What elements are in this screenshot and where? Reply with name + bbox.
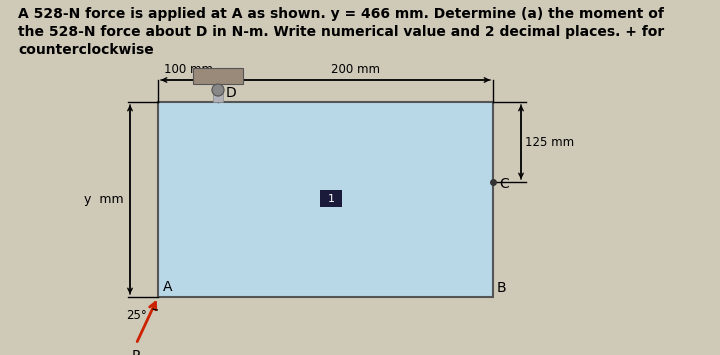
Text: A 528-N force is applied at A as shown. y = 466 mm. Determine (a) the moment of: A 528-N force is applied at A as shown. … bbox=[18, 7, 664, 21]
Text: 1: 1 bbox=[328, 193, 335, 203]
Text: y  mm: y mm bbox=[84, 193, 124, 206]
Text: 125 mm: 125 mm bbox=[525, 136, 574, 148]
Bar bbox=[213, 90, 223, 102]
Text: the 528-N force about D in N-m. Write numerical value and 2 decimal places. + fo: the 528-N force about D in N-m. Write nu… bbox=[18, 25, 665, 39]
Text: 200 mm: 200 mm bbox=[331, 63, 380, 76]
Text: counterclockwise: counterclockwise bbox=[18, 43, 154, 57]
Bar bbox=[320, 190, 342, 207]
Text: P: P bbox=[132, 349, 140, 355]
Text: A: A bbox=[163, 280, 173, 294]
Text: B: B bbox=[497, 281, 507, 295]
Bar bbox=[193, 68, 243, 84]
Text: D: D bbox=[226, 86, 237, 100]
Text: 25°: 25° bbox=[126, 309, 147, 322]
Bar bbox=[158, 102, 493, 297]
Text: 100 mm: 100 mm bbox=[163, 63, 212, 76]
Circle shape bbox=[212, 84, 224, 96]
Text: C: C bbox=[499, 177, 509, 191]
